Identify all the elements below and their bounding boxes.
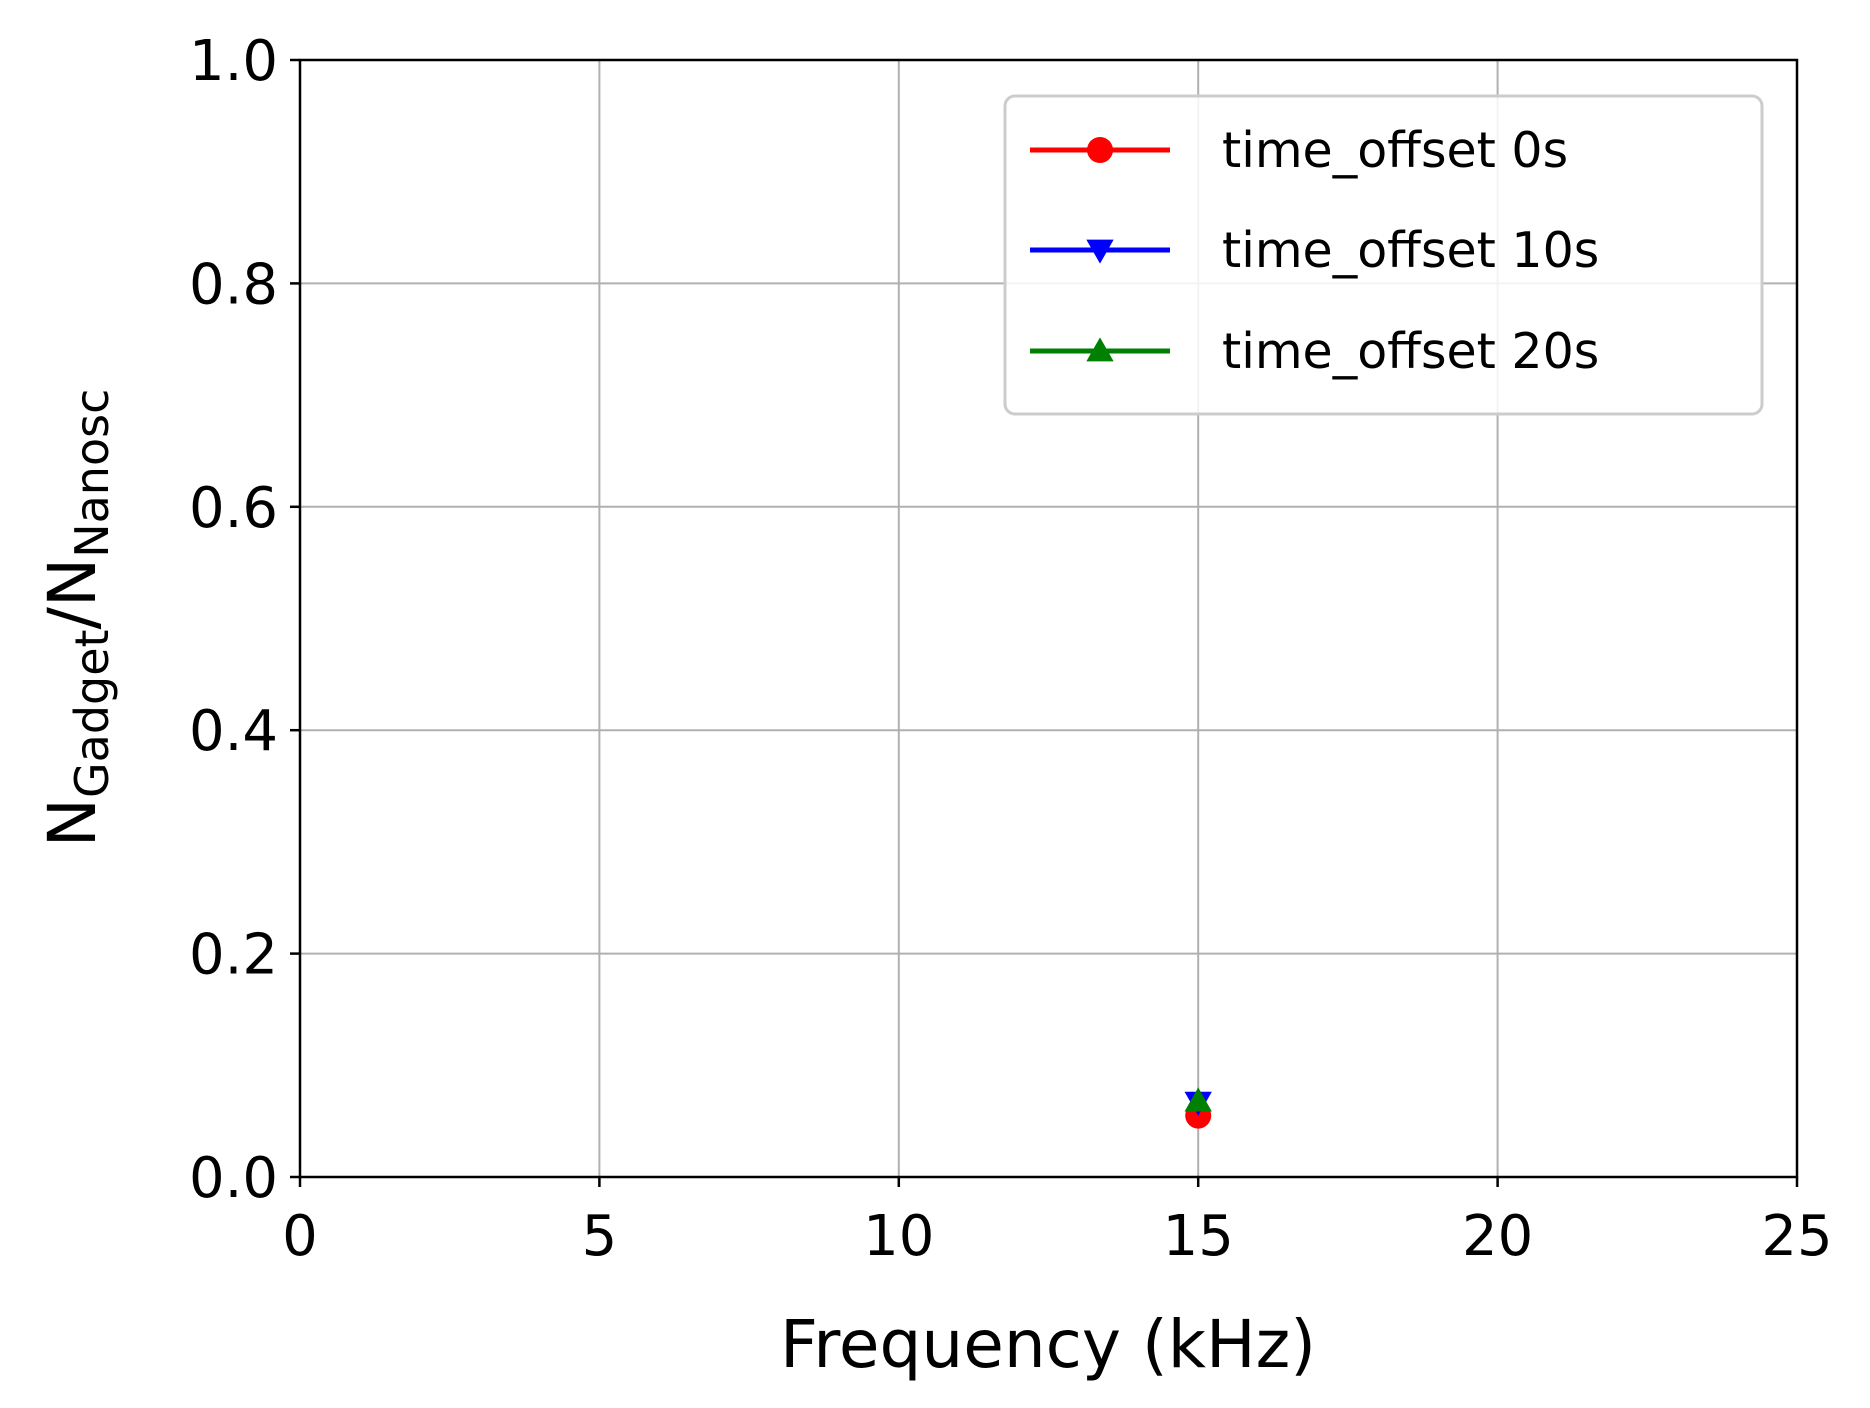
legend-box xyxy=(1003,94,1764,416)
x-tick-label: 5 xyxy=(582,1204,618,1269)
legend-marker xyxy=(1087,137,1113,163)
y-axis-title-sub2: Nanosc xyxy=(65,389,119,558)
x-tick-label: 20 xyxy=(1462,1204,1533,1269)
legend-marker xyxy=(1086,239,1114,264)
y-axis-title-denominator: N xyxy=(34,558,111,607)
y-axis-title-main: N xyxy=(34,798,111,847)
x-tick-label: 15 xyxy=(1163,1204,1234,1269)
x-tick-label: 10 xyxy=(863,1204,934,1269)
y-axis-title-slash: / xyxy=(34,606,111,629)
legend-item-0: time_offset 0s xyxy=(1030,122,1568,179)
y-axis-title: NGadget/NNanosc xyxy=(34,389,119,848)
y-axis-title-sub1: Gadget xyxy=(65,629,119,798)
y-tick-label: 0.8 xyxy=(189,252,278,317)
y-tick-label: 0.6 xyxy=(189,476,278,541)
legend: time_offset 0s time_offset 10s time_offset… xyxy=(1003,94,1764,416)
x-tick-label: 0 xyxy=(282,1204,318,1269)
legend-label: time_offset 10s xyxy=(1222,222,1599,279)
y-tick-label: 0.4 xyxy=(189,699,278,764)
plot-frame xyxy=(298,58,1799,1179)
series-2 xyxy=(1184,1087,1212,1112)
svg-text:NGadget/NNanosc: NGadget/NNanosc xyxy=(34,389,119,848)
x-axis-title: Frequency (kHz) xyxy=(780,1306,1316,1383)
legend-item-2: time_offset 20s xyxy=(1030,323,1599,380)
ticks: 0 5 10 15 20 25 0.0 0.2 0.4 0.6 0.8 1.0 xyxy=(189,29,1833,1269)
y-tick-label: 0.0 xyxy=(189,1146,278,1211)
legend-item-1: time_offset 10s xyxy=(1030,222,1599,279)
legend-label: time_offset 20s xyxy=(1222,323,1599,380)
legend-label: time_offset 0s xyxy=(1222,122,1568,179)
y-tick-label: 0.2 xyxy=(189,923,278,988)
data-point xyxy=(1184,1087,1212,1112)
y-tick-label: 1.0 xyxy=(189,29,278,94)
legend-marker xyxy=(1086,337,1114,362)
series-layer xyxy=(1184,1087,1212,1129)
x-tick-label: 25 xyxy=(1761,1204,1832,1269)
